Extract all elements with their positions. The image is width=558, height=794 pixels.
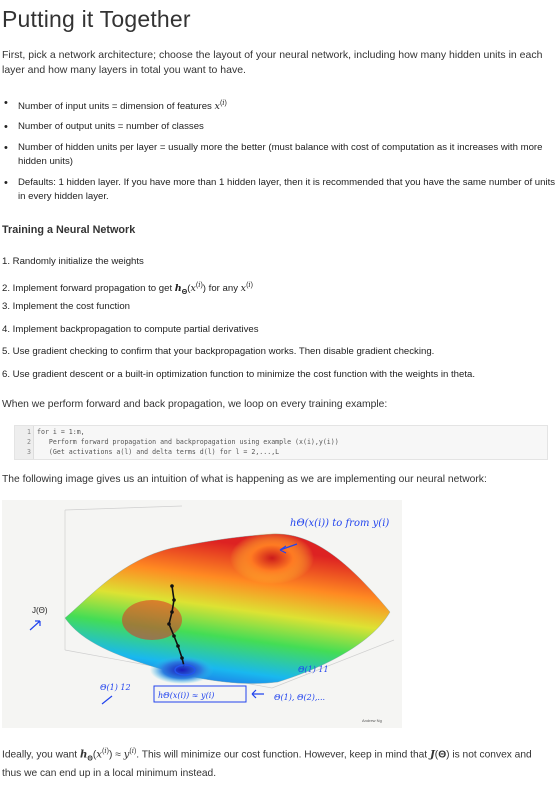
training-steps: 1. Randomly initialize the weights 2. Im…	[2, 255, 558, 390]
cost-surface-illustration: J(Θ) hΘ(x(i)) to from y(i) hΘ(x(i)) ≈ y(…	[2, 500, 402, 728]
arrow-icon	[279, 543, 298, 554]
list-item: Number of hidden units per layer = usual…	[2, 141, 558, 169]
j-theta-label: J(Θ)	[32, 606, 48, 615]
theta12-label: Θ(1) 12	[100, 683, 131, 692]
surface-peak	[230, 532, 314, 584]
list-item: Number of input units = dimension of fea…	[2, 96, 558, 114]
conclusion-paragraph: Ideally, you want hΘ(x(i)) ≈ y(i). This …	[2, 747, 532, 780]
thetas-label: Θ(1), Θ(2),...	[274, 693, 325, 702]
arrow-icon	[251, 689, 264, 699]
code-line: 3 (Get activations a(l) and delta terms …	[27, 448, 280, 456]
list-item: Number of output units = number of class…	[2, 120, 558, 134]
list-item: 3. Implement the cost function	[2, 301, 130, 312]
arrow-icon	[29, 620, 41, 631]
cost-surface-figure: J(Θ) hΘ(x(i)) to from y(i) hΘ(x(i)) ≈ y(…	[2, 500, 556, 728]
loop-sentence: When we perform forward and back propaga…	[2, 399, 388, 410]
bottom-handwritten-note: hΘ(x(i)) ≈ y(i)	[158, 691, 214, 700]
top-handwritten-note: hΘ(x(i)) to from y(i)	[290, 518, 389, 529]
descent-steps	[167, 584, 184, 660]
arrow-icon	[101, 695, 113, 705]
list-item: 6. Use gradient descent or a built-in op…	[2, 368, 476, 380]
list-item: Defaults: 1 hidden layer. If you have mo…	[2, 176, 558, 204]
code-line: 1 for i = 1:m,	[27, 428, 85, 436]
theta11-label: Θ(1) 11	[298, 665, 329, 674]
code-block[interactable]: 1 for i = 1:m, 2 Perform forward propagat…	[14, 425, 548, 460]
minimum-marker	[174, 664, 196, 676]
architecture-list: Number of input units = dimension of fea…	[2, 96, 558, 204]
estimate-box	[153, 685, 247, 703]
code-line: 2 Perform forward propagation and backpr…	[27, 438, 339, 446]
intro-paragraph: First, pick a network architecture; choo…	[2, 49, 543, 76]
image-sentence: The following image gives us an intuitio…	[2, 474, 487, 485]
list-item: 4. Implement backpropagation to compute …	[2, 323, 259, 335]
list-item: 5. Use gradient checking to confirm that…	[2, 346, 435, 357]
list-item: 2. Implement forward propagation to get …	[2, 280, 254, 296]
training-heading: Training a Neural Network	[2, 224, 136, 236]
cost-surface	[64, 533, 391, 684]
line-number-gutter	[15, 426, 34, 459]
list-item: 1. Randomly initialize the weights	[2, 256, 144, 267]
gradient-descent-path	[168, 585, 185, 667]
credit-watermark: Andrew Ng	[362, 718, 382, 723]
surface-minimum	[150, 656, 214, 684]
page-title: Putting it Together	[2, 6, 191, 32]
surface-hill	[122, 600, 182, 640]
